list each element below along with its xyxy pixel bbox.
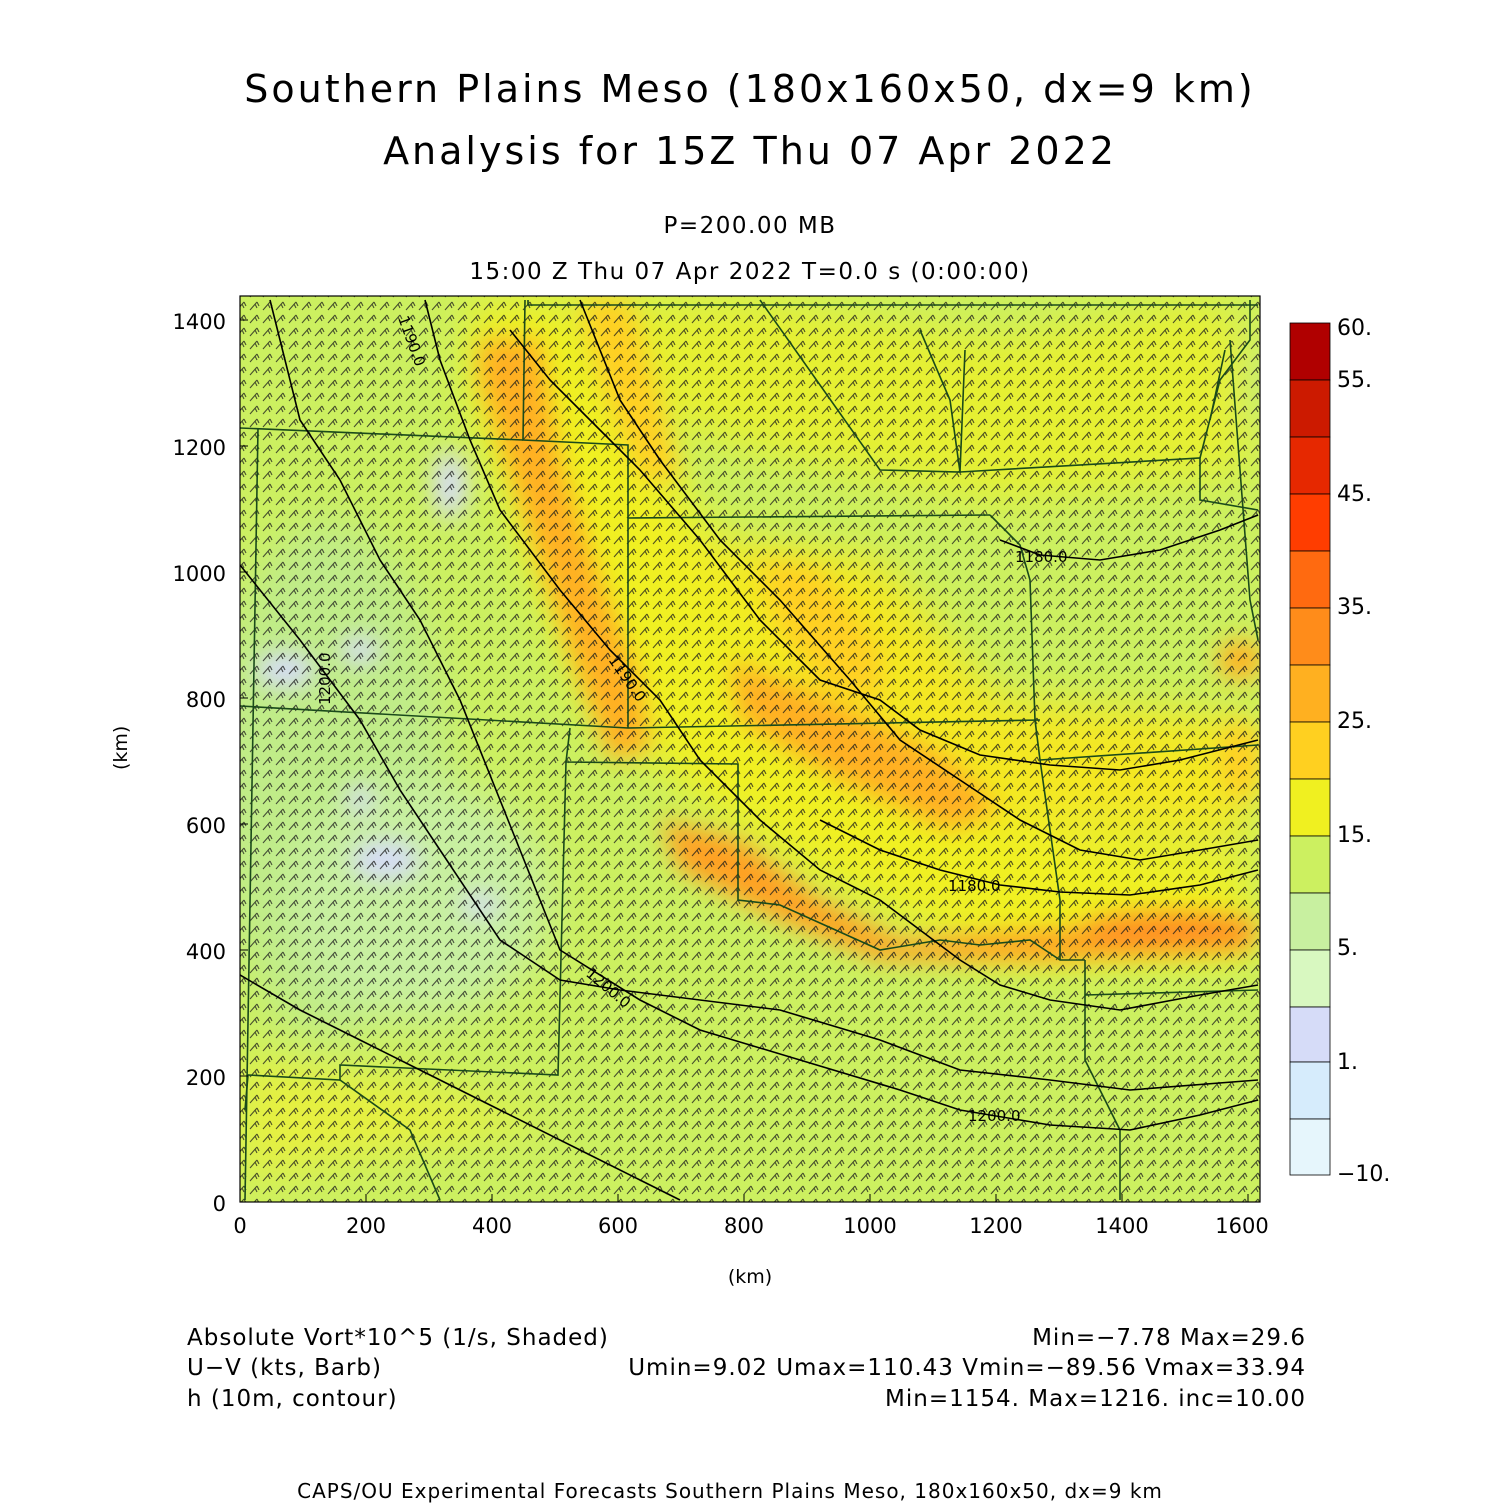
x-tick-label: 200 (345, 1214, 387, 1238)
colorbar (1289, 322, 1331, 1176)
x-tick-label: 600 (597, 1214, 639, 1238)
x-tick-label: 1200 (969, 1214, 1023, 1238)
colorbar-label: 45. (1337, 482, 1372, 507)
colorbar-label: 60. (1337, 316, 1372, 341)
contour-label: 1180.0 (1015, 548, 1068, 566)
y-tick-label: 600 (185, 814, 226, 838)
colorbar-label: −10. (1337, 1162, 1391, 1187)
y-tick-label: 400 (185, 940, 226, 964)
legend-field1: Absolute Vort*10^5 (1/s, Shaded) (187, 1325, 609, 1351)
legend-field3: h (10m, contour) (187, 1386, 398, 1412)
legend-field2-stats: Umin=9.02 Umax=110.43 Vmin=−89.56 Vmax=3… (628, 1355, 1306, 1381)
colorbar-label: 15. (1337, 823, 1372, 848)
y-tick-label: 200 (185, 1066, 226, 1090)
y-tick-label: 1200 (172, 436, 226, 460)
wind-barbs (240, 296, 1260, 1202)
legend-field2: U−V (kts, Barb) (187, 1355, 382, 1381)
x-tick-label: 1400 (1095, 1214, 1149, 1238)
colorbar-label: 55. (1337, 368, 1372, 393)
x-tick-label: 1000 (843, 1214, 897, 1238)
height-contours (240, 299, 1259, 1201)
y-tick-label: 800 (185, 688, 226, 712)
contour-label: 1180.0 (948, 877, 1001, 895)
pressure-level: P=200.00 MB (663, 213, 837, 239)
colorbar-label: 35. (1337, 595, 1372, 620)
plot-frame (239, 295, 1261, 1203)
colorbar-label: 25. (1337, 709, 1372, 734)
axis-ticks (239, 319, 1249, 1203)
contour-label: 1200.0 (968, 1107, 1021, 1125)
legend-field1-stats: Min=−7.78 Max=29.6 (1032, 1325, 1306, 1351)
map-title: Southern Plains Meso (180x160x50, dx=9 k… (244, 67, 1256, 111)
y-axis-label: (km) (110, 725, 132, 770)
x-tick-label: 0 (233, 1214, 247, 1238)
vorticity-shading (240, 296, 1260, 1202)
y-tick-label: 1400 (172, 310, 226, 334)
y-tick-label: 1000 (172, 562, 226, 586)
x-tick-label: 400 (471, 1214, 513, 1238)
x-axis-label: (km) (727, 1266, 773, 1288)
map-subtitle: Analysis for 15Z Thu 07 Apr 2022 (383, 129, 1117, 173)
colorbar-label: 1. (1337, 1050, 1358, 1075)
contour-label: 1200.0 (316, 653, 334, 706)
colorbar-label: 5. (1337, 936, 1358, 961)
x-tick-label: 1600 (1215, 1214, 1269, 1238)
legend-field3-stats: Min=1154. Max=1216. inc=10.00 (885, 1386, 1306, 1412)
x-tick-label: 800 (723, 1214, 765, 1238)
valid-time: 15:00 Z Thu 07 Apr 2022 T=0.0 s (0:00:00… (469, 259, 1031, 285)
state-borders (240, 299, 1259, 1201)
y-tick-label: 0 (212, 1192, 226, 1216)
footer-credit: CAPS/OU Experimental Forecasts Southern … (297, 1479, 1163, 1503)
